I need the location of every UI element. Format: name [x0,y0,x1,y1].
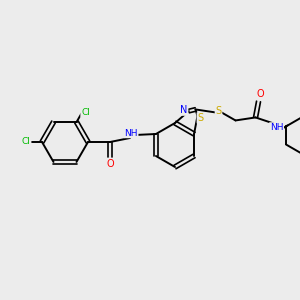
Text: O: O [106,159,114,169]
Text: Cl: Cl [22,136,30,146]
Text: N: N [180,105,188,115]
Text: O: O [257,89,264,99]
Text: Cl: Cl [81,108,90,117]
Text: S: S [215,106,222,116]
Text: NH: NH [124,128,138,137]
Text: S: S [197,113,203,123]
Text: NH: NH [270,123,283,132]
